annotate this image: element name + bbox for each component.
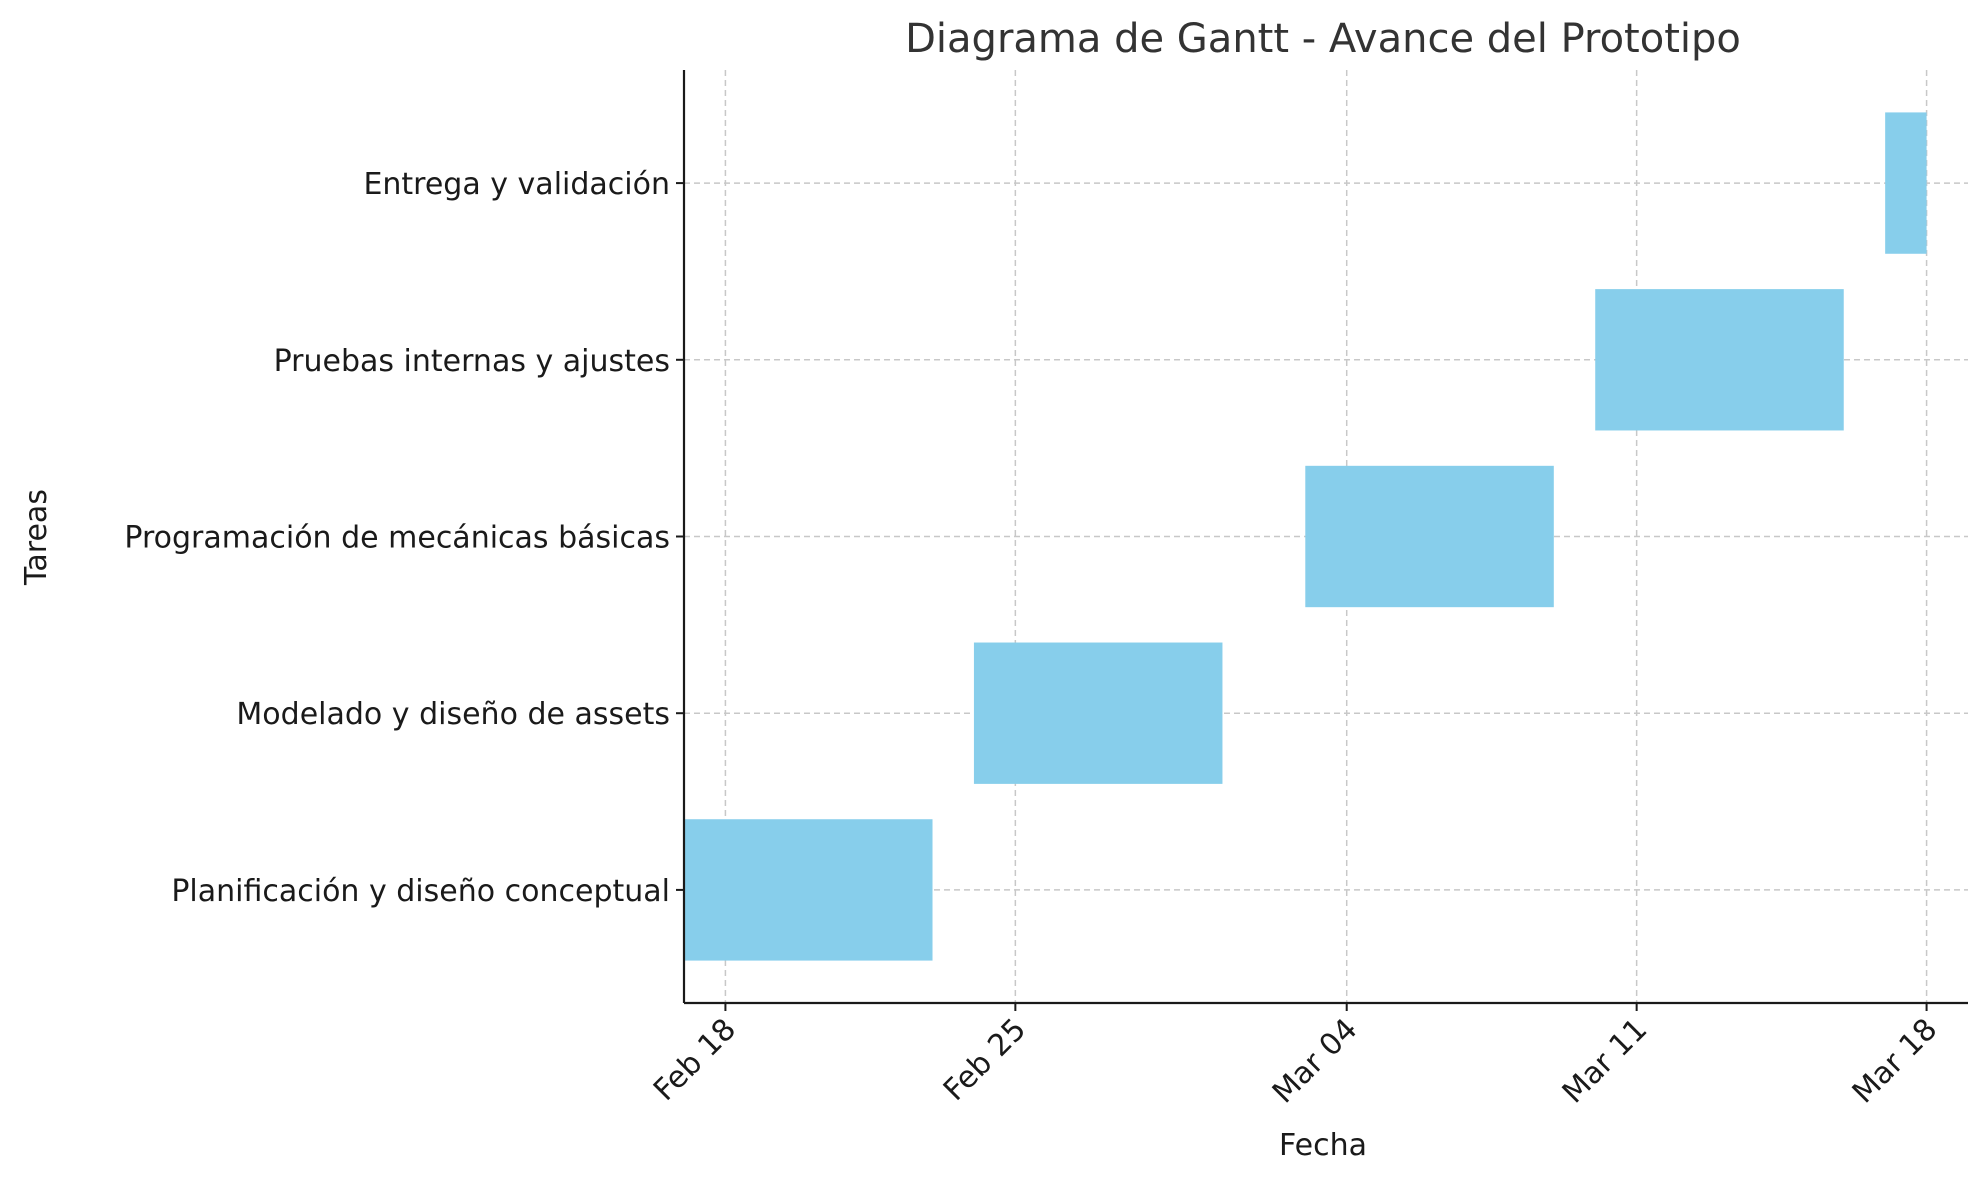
task-bar [1885,112,1927,254]
chart-title: Diagrama de Gantt - Avance del Prototipo [905,16,1741,62]
x-tick-label: Mar 11 [1556,1012,1655,1111]
x-tick-label: Feb 18 [647,1012,743,1108]
y-tick-layer: Planificación y diseño conceptual Modelad… [124,167,684,909]
y-tick-label: Modelado y diseño de assets [236,697,670,732]
x-tick-layer: Feb 18 Feb 25 Mar 04 Mar 11 Mar 18 [647,1003,1944,1110]
y-tick-label: Pruebas internas y ajustes [274,344,670,379]
x-tick-label: Feb 25 [937,1012,1033,1108]
bar-layer [684,112,1927,961]
task-bar [973,642,1223,784]
y-axis-label: Tareas [19,489,54,586]
task-bar [1305,465,1554,608]
y-tick-label: Planificación y diseño conceptual [171,874,670,909]
y-tick-label: Entrega y validación [363,167,670,202]
task-bar [684,819,933,961]
x-axis-label: Fecha [1279,1128,1367,1163]
x-tick-label: Mar 04 [1266,1012,1365,1111]
task-bar [1595,289,1844,431]
x-tick-label: Mar 18 [1846,1012,1945,1111]
y-tick-label: Programación de mecánicas básicas [124,521,670,556]
